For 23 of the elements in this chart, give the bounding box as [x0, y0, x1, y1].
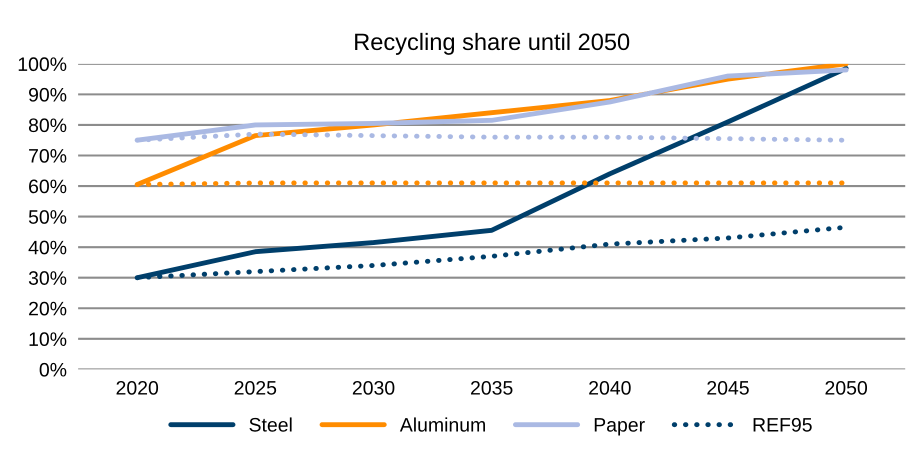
y-tick-label: 50% [28, 210, 66, 224]
legend-label: REF95 [754, 418, 812, 432]
chart-title: Recycling share until 2050 [355, 32, 630, 55]
x-tick-label: 2020 [116, 380, 158, 395]
x-tick-label: 2030 [352, 380, 394, 395]
y-tick-label: 0% [40, 362, 66, 377]
y-tick-label: 100% [18, 57, 66, 72]
x-tick-label: 2045 [707, 380, 749, 395]
x-tick-label: 2025 [234, 380, 276, 395]
legend-label: Steel [249, 417, 292, 432]
y-tick-label: 90% [29, 88, 66, 102]
y-tick-label: 60% [29, 180, 66, 194]
y-tick-label: 10% [30, 332, 66, 346]
y-tick-label: 70% [29, 148, 66, 163]
y-tick-label: 80% [28, 118, 66, 132]
y-tick-label: 20% [29, 302, 66, 316]
x-tick-label: 2035 [471, 380, 512, 395]
legend-label: Aluminum [400, 417, 485, 432]
y-tick-label: 40% [28, 240, 66, 254]
y-tick-label: 30% [28, 271, 66, 285]
x-tick-label: 2040 [589, 380, 631, 395]
legend-label: Paper [594, 418, 645, 436]
x-tick-label: 2050 [825, 380, 868, 395]
